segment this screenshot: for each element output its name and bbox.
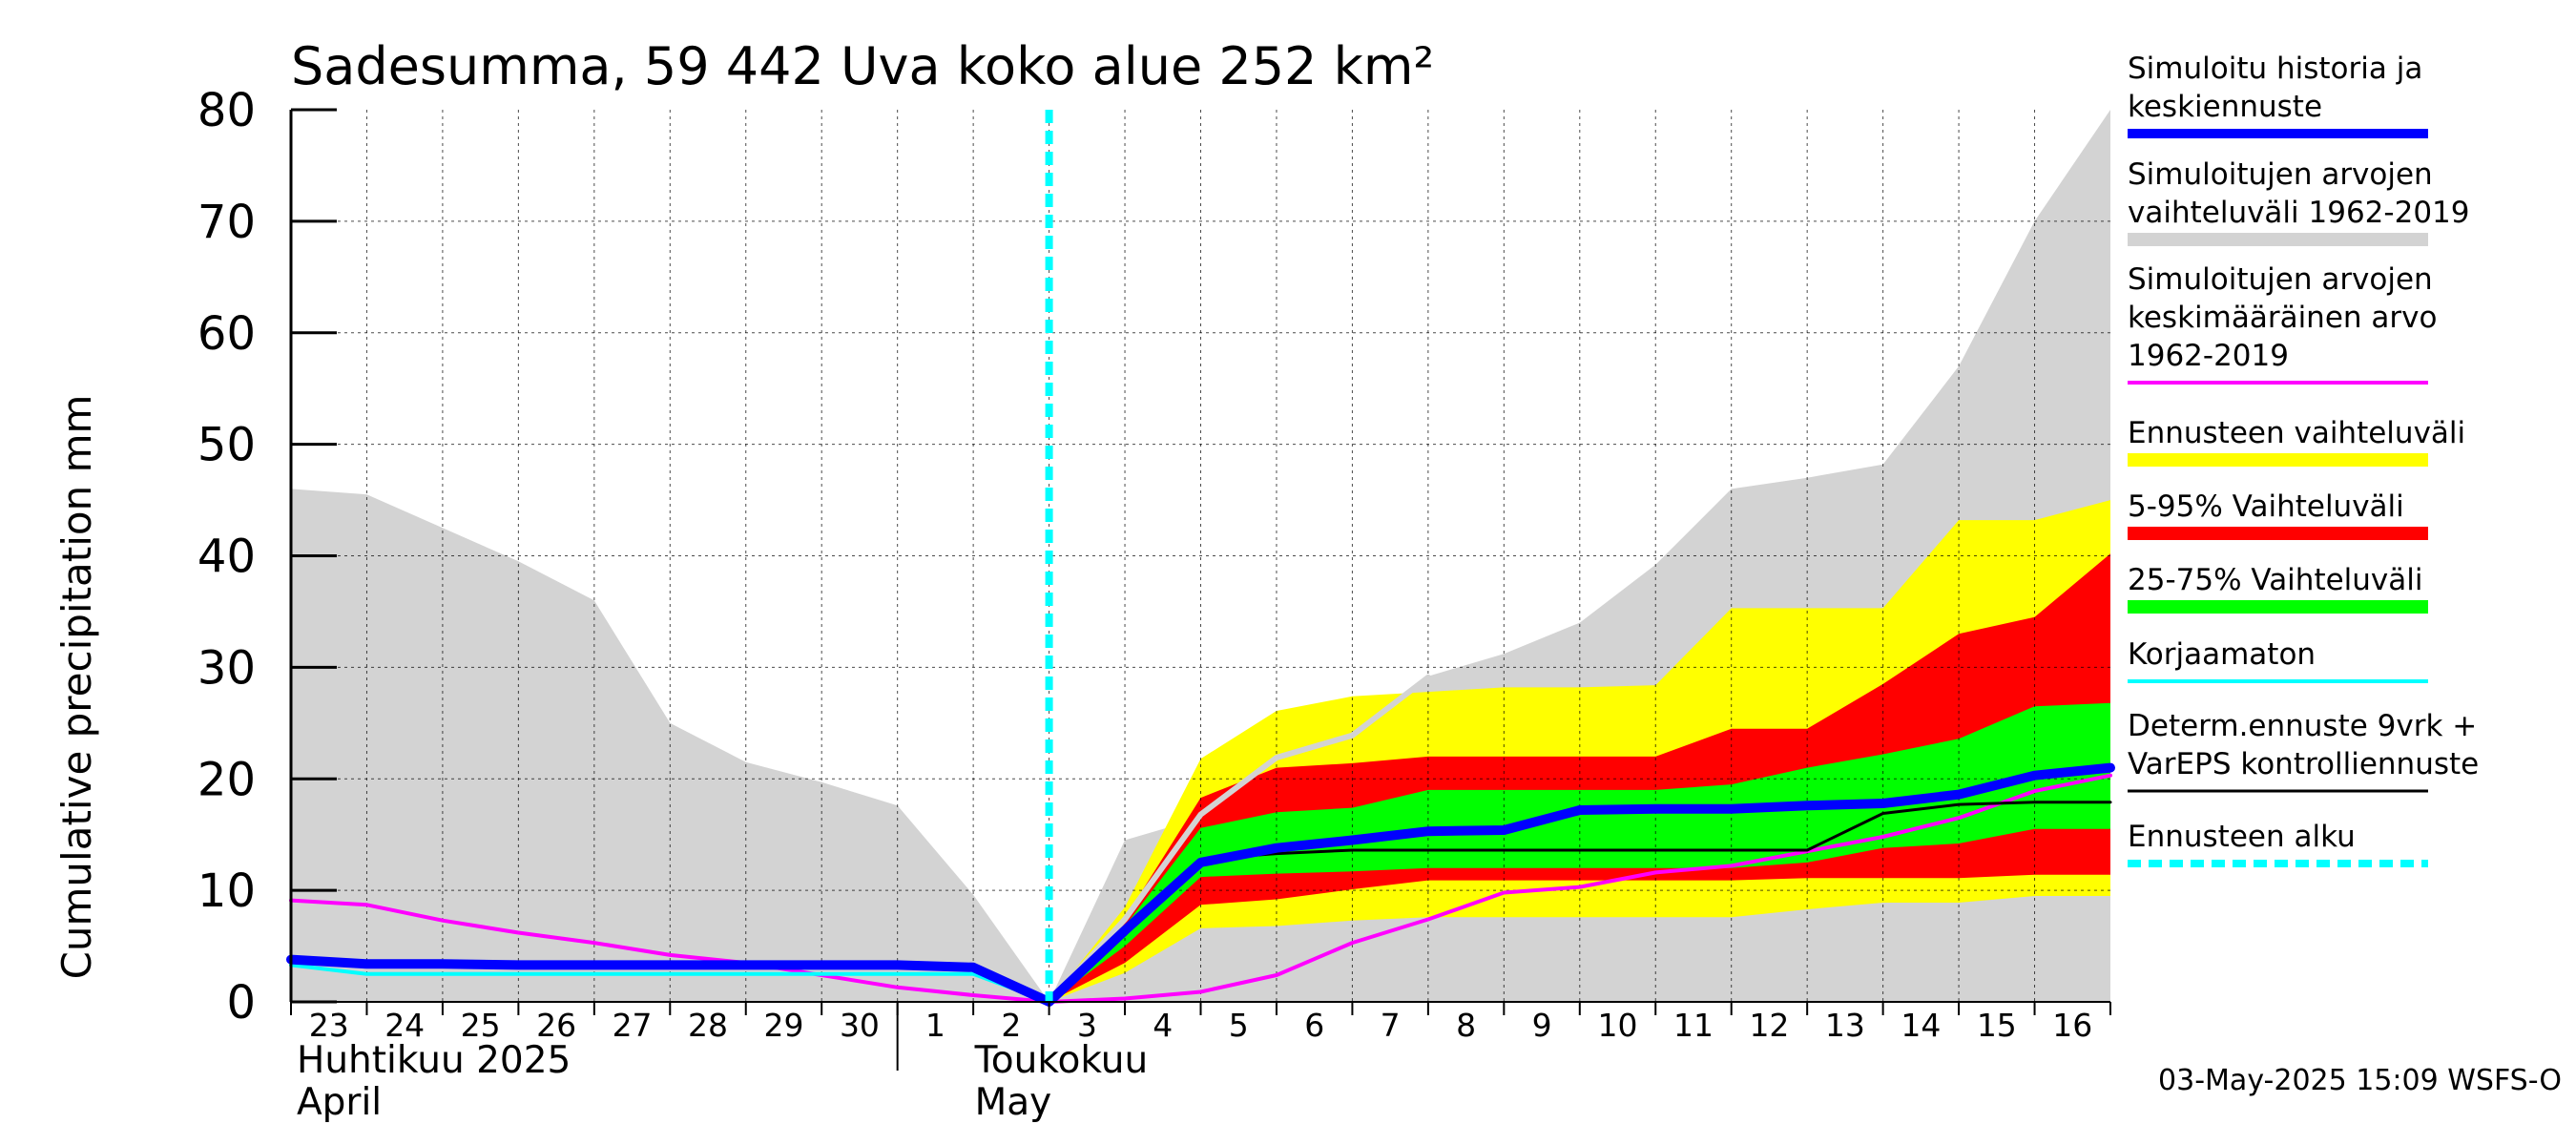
x-tick-label: 6	[1304, 1007, 1324, 1044]
legend: Simuloitu historia ja keskiennuste Simuloi…	[2128, 52, 2479, 867]
y-tick-label: 80	[197, 84, 256, 137]
legend-label: Simuloitujen arvojen	[2128, 262, 2433, 297]
y-tick-label: 70	[197, 196, 256, 249]
month-label-en: May	[975, 1081, 1052, 1124]
x-tick-label: 30	[840, 1007, 880, 1044]
legend-label: keskimääräinen arvo	[2128, 301, 2437, 335]
x-tick-label: 23	[309, 1007, 349, 1044]
y-tick-label: 40	[197, 531, 256, 584]
x-tick-label: 8	[1456, 1007, 1476, 1044]
x-tick-label: 13	[1825, 1007, 1865, 1044]
x-tick-label: 24	[384, 1007, 425, 1044]
legend-label: 5-95% Vaihteluväli	[2128, 489, 2404, 524]
x-tick-label: 5	[1229, 1007, 1249, 1044]
x-tick-label: 1	[925, 1007, 945, 1044]
month-label-en: April	[297, 1081, 382, 1124]
x-tick-label: 28	[688, 1007, 728, 1044]
simuloitu-historia-ja-keskiennuste-line	[286, 762, 2115, 1007]
legend-label: Ennusteen alku	[2128, 820, 2356, 854]
y-axis-label: Cumulative precipitation mm	[53, 395, 100, 980]
x-tick-label: 3	[1077, 1007, 1097, 1044]
x-tick-label: 11	[1673, 1007, 1714, 1044]
timestamp: 03-May-2025 15:09 WSFS-O	[2158, 1064, 2562, 1097]
legend-label: VarEPS kontrolliennuste	[2128, 747, 2479, 781]
legend-label: 1962-2019	[2128, 339, 2289, 373]
x-tick-label: 12	[1749, 1007, 1789, 1044]
month-label-fi: Huhtikuu 2025	[297, 1039, 571, 1082]
series-lines	[286, 110, 2115, 1007]
x-tick-label: 2	[1001, 1007, 1021, 1044]
x-tick-label: 25	[461, 1007, 501, 1044]
month-label-fi: Toukokuu	[974, 1039, 1149, 1082]
legend-label: Ennusteen vaihteluväli	[2128, 416, 2465, 450]
x-tick-label: 15	[1977, 1007, 2017, 1044]
x-tick-label: 16	[2052, 1007, 2092, 1044]
x-tick-label: 29	[763, 1007, 803, 1044]
y-tick-label: 30	[197, 641, 256, 695]
forecast-history-comparison-line	[1046, 674, 1431, 1005]
chart-title: Sadesumma, 59 442 Uva koko alue 252 km²	[291, 36, 1434, 96]
x-tick-label: 7	[1381, 1007, 1401, 1044]
y-tick-label: 60	[197, 307, 256, 361]
x-tick-label: 9	[1532, 1007, 1552, 1044]
y-tick-label: 50	[197, 419, 256, 472]
legend-label: Korjaamaton	[2128, 637, 2316, 672]
grid-lines	[291, 110, 2110, 1002]
korjaamaton-line	[289, 963, 1051, 1004]
y-tick-label: 20	[197, 753, 256, 806]
x-tick-label: 10	[1598, 1007, 1638, 1044]
legend-label: Simuloitu historia ja	[2128, 52, 2422, 86]
x-tick-label: 14	[1901, 1007, 1941, 1044]
y-tick-label: 0	[226, 976, 256, 1030]
legend-label: Determ.ennuste 9vrk +	[2128, 709, 2477, 743]
legend-label: keskiennuste	[2128, 90, 2322, 124]
legend-label: vaihteluväli 1962-2019	[2128, 196, 2469, 230]
y-tick-label: 10	[197, 864, 256, 918]
x-tick-label: 27	[613, 1007, 653, 1044]
x-tick-label: 26	[536, 1007, 576, 1044]
legend-label: Simuloitujen arvojen	[2128, 157, 2433, 192]
x-tick-label: 4	[1153, 1007, 1173, 1044]
legend-label: 25-75% Vaihteluväli	[2128, 563, 2423, 597]
